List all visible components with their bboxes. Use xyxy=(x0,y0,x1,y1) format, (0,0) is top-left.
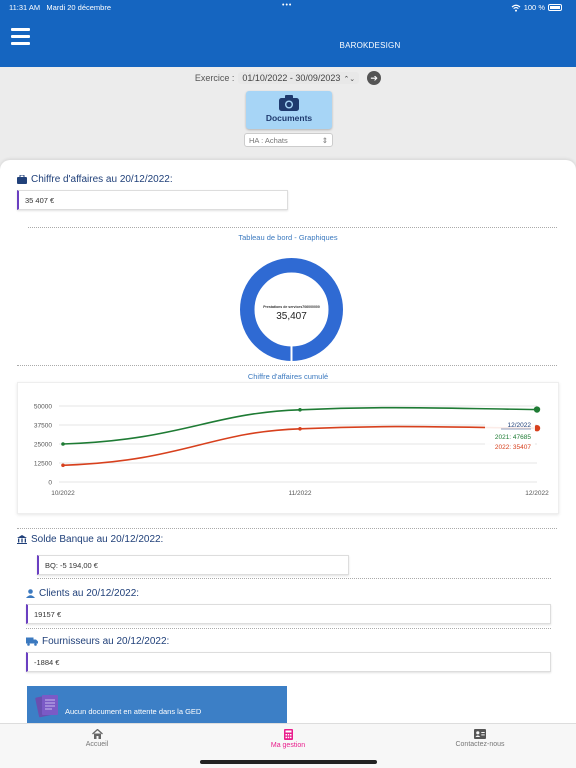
x-tick-label: 12/2022 xyxy=(525,490,549,497)
data-point-2022 xyxy=(533,424,541,432)
tooltip-line-2021: 2021: 47685 xyxy=(495,434,532,441)
tab-label: Accueil xyxy=(85,741,109,748)
banque-value: BQ: -5 194,00 € xyxy=(37,555,349,575)
tab-label: Ma gestion xyxy=(270,742,306,749)
chiffre-value: 35 407 € xyxy=(17,190,288,210)
data-point-2021 xyxy=(61,442,65,446)
series-line-2022 xyxy=(62,425,538,467)
donut-value: 35,407 xyxy=(276,311,307,322)
tab-contactez-nous[interactable]: Contactez-nous xyxy=(448,729,512,748)
banque-title: Solde Banque au 20/12/2022: xyxy=(17,534,163,545)
user-icon xyxy=(26,589,35,598)
divider xyxy=(37,578,551,579)
y-tick-label: 50000 xyxy=(34,404,52,411)
bank-icon xyxy=(17,535,27,544)
wifi-icon xyxy=(511,4,521,12)
ged-text: Aucun document en attente dans la GED xyxy=(65,707,202,716)
donut-label: Prestations de services706000000 xyxy=(263,305,320,309)
exercice-row: Exercice : 01/10/2022 - 30/09/2023 ⌃⌄ ➔ xyxy=(0,71,576,85)
home-icon xyxy=(91,729,103,739)
fournisseurs-title: Fournisseurs au 20/12/2022: xyxy=(26,636,169,647)
tab-label: Contactez-nous xyxy=(455,741,505,748)
dashboard-title: Tableau de bord - Graphiques xyxy=(238,233,338,242)
data-point-2022 xyxy=(298,427,302,431)
donut-chart[interactable]: Prestations de services706000000 35,407 xyxy=(240,258,343,361)
y-tick-label: 25000 xyxy=(34,442,52,449)
line-chart-panel: 50000 37500 25000 12500 0 10/2022 11/2022 12/20… xyxy=(17,382,559,514)
tooltip-line-2022: 2022: 35407 xyxy=(495,444,532,451)
header-bar: 11:31 AM Mardi 20 décembre ••• 100 % BAR… xyxy=(0,0,576,67)
documents-stack-icon xyxy=(35,694,58,718)
data-point-2022 xyxy=(61,463,65,468)
divider xyxy=(28,227,557,228)
fournisseurs-value: -1884 € xyxy=(26,652,551,672)
tooltip-title: 12/2022 xyxy=(508,422,532,429)
clients-value: 19157 € xyxy=(26,604,551,624)
battery-icon xyxy=(548,4,562,11)
chevron-updown-icon: ⇕ xyxy=(321,136,328,145)
data-point-2021 xyxy=(533,406,541,413)
documents-label: Documents xyxy=(265,113,313,123)
status-time: 11:31 AM Mardi 20 décembre xyxy=(9,3,112,12)
journal-select-value: HA : Achats xyxy=(249,136,288,145)
data-point-2021 xyxy=(298,408,302,412)
line-chart[interactable]: 50000 37500 25000 12500 0 10/2022 11/2022 12/20… xyxy=(18,383,560,515)
exercice-label: Exercice : xyxy=(194,73,235,83)
arrow-right-icon[interactable]: ➔ xyxy=(367,71,382,85)
app-title: BAROKDESIGN xyxy=(339,41,401,50)
tab-accueil[interactable]: Accueil xyxy=(72,729,122,748)
x-tick-label: 10/2022 xyxy=(51,490,75,497)
battery-text: 100 % xyxy=(523,3,545,12)
documents-button[interactable]: Documents xyxy=(246,91,332,129)
divider xyxy=(26,628,551,629)
chiffre-title: Chiffre d'affaires au 20/12/2022: xyxy=(17,174,173,185)
truck-icon xyxy=(26,637,38,646)
camera-icon xyxy=(279,95,299,111)
divider xyxy=(17,365,557,366)
tooltip-box xyxy=(485,418,535,454)
home-indicator xyxy=(200,760,377,764)
series-line-2021 xyxy=(62,406,538,445)
y-tick-label: 12500 xyxy=(34,461,52,468)
divider xyxy=(17,528,557,529)
exercice-select[interactable]: 01/10/2022 - 30/09/2023 ⌃⌄ xyxy=(238,72,360,84)
chevron-updown-icon: ⌃⌄ xyxy=(343,76,356,83)
status-right: 100 % xyxy=(511,3,562,12)
calculator-icon xyxy=(283,729,293,740)
journal-select[interactable]: HA : Achats ⇕ xyxy=(244,133,333,147)
line-chart-title: Chiffre d'affaires cumulé xyxy=(247,372,329,381)
y-tick-label: 0 xyxy=(48,480,52,487)
briefcase-icon xyxy=(17,175,27,184)
y-tick-label: 37500 xyxy=(34,423,52,430)
donut-ring xyxy=(240,258,343,361)
menu-icon[interactable] xyxy=(11,28,30,45)
x-tick-label: 11/2022 xyxy=(288,490,311,497)
clients-title: Clients au 20/12/2022: xyxy=(26,588,139,599)
tab-ma-gestion[interactable]: Ma gestion xyxy=(258,729,318,749)
ged-banner[interactable]: Aucun document en attente dans la GED xyxy=(27,686,287,726)
multitask-dots[interactable]: ••• xyxy=(282,2,293,9)
contact-card-icon xyxy=(474,729,486,739)
